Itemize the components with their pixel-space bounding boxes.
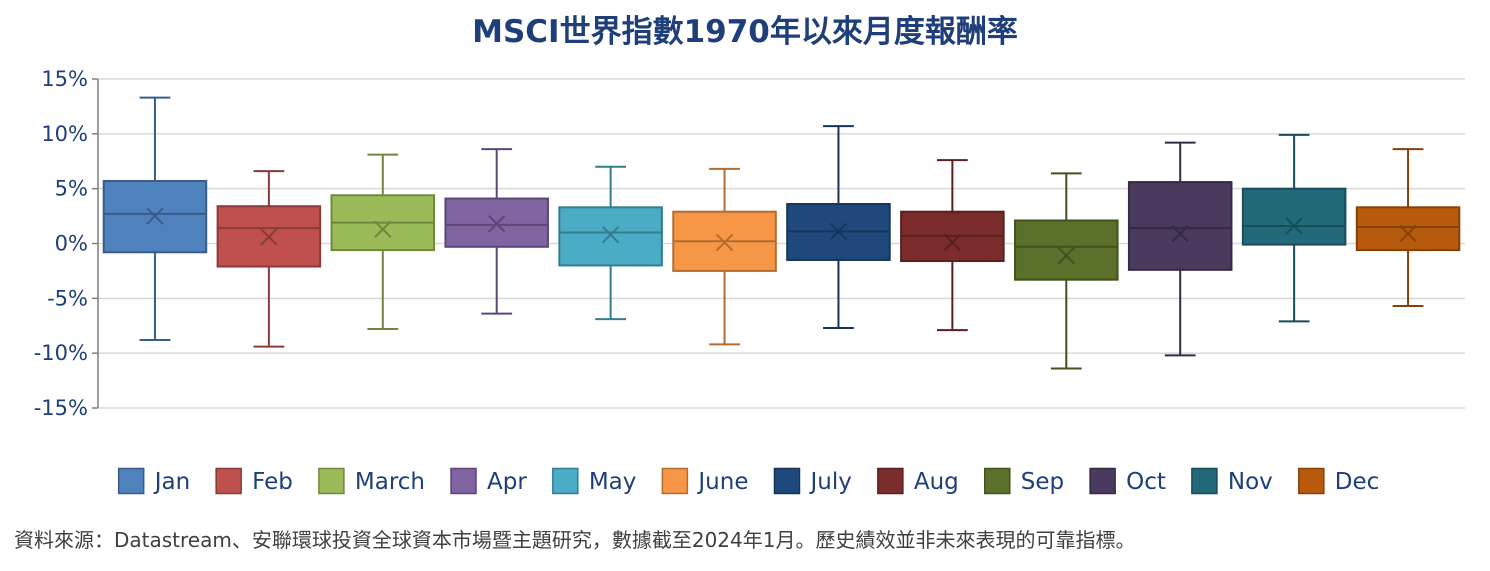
y-tick-label: -10% bbox=[34, 341, 88, 365]
mean-marker bbox=[488, 215, 506, 233]
legend-label: Sep bbox=[1021, 469, 1064, 495]
box-may bbox=[558, 165, 663, 321]
box-jan bbox=[102, 96, 208, 342]
box-aug bbox=[900, 159, 1005, 332]
legend-label: July bbox=[808, 469, 851, 495]
legend-swatch bbox=[1191, 467, 1218, 495]
legend-label: May bbox=[589, 469, 637, 495]
legend-label: March bbox=[355, 469, 425, 495]
y-tick-label: 5% bbox=[55, 177, 88, 201]
y-tick-label: -15% bbox=[34, 396, 88, 420]
y-tick-label: -5% bbox=[47, 286, 88, 310]
box-iqr bbox=[1127, 181, 1233, 271]
legend-label: Nov bbox=[1228, 469, 1273, 495]
legend-item-nov: Nov bbox=[1191, 467, 1273, 495]
box-dec bbox=[1355, 148, 1461, 308]
legend-swatch bbox=[661, 467, 689, 495]
legend-item-march: March bbox=[318, 467, 425, 495]
legend-label: Oct bbox=[1126, 469, 1166, 495]
box-apr bbox=[444, 148, 549, 315]
legend-label: Dec bbox=[1335, 469, 1380, 495]
box-feb bbox=[216, 170, 322, 348]
legend-item-sep: Sep bbox=[984, 467, 1064, 495]
legend-label: Apr bbox=[487, 469, 527, 495]
legend-item-oct: Oct bbox=[1089, 467, 1166, 495]
mean-marker bbox=[829, 222, 848, 241]
legend-item-jan: Jan bbox=[117, 467, 190, 495]
box-iqr bbox=[1355, 206, 1461, 252]
legend-label: Jan bbox=[153, 469, 190, 495]
source-note: 資料來源：Datastream、安聯環球投資全球資本市場暨主題研究，數據截至20… bbox=[14, 528, 1136, 552]
box-july bbox=[786, 125, 891, 329]
legend: Jan Feb March Apr May June July Aug Sep Oct Nov Dec bbox=[117, 467, 1380, 495]
box-iqr bbox=[558, 206, 663, 267]
legend-item-june: June bbox=[661, 467, 748, 495]
legend-swatch bbox=[773, 467, 801, 495]
y-axis: 15% 10% 5% 0% -5% -10% -15% bbox=[34, 67, 99, 420]
box-nov bbox=[1241, 133, 1347, 323]
legend-swatch bbox=[117, 467, 145, 495]
mean-marker bbox=[1057, 246, 1075, 265]
legend-label: Feb bbox=[252, 469, 293, 495]
mean-marker bbox=[601, 226, 620, 244]
box-june bbox=[672, 167, 777, 346]
box-series bbox=[102, 96, 1461, 370]
chart-title: MSCI世界指數1970年以來月度報酬率 bbox=[472, 14, 1018, 50]
mean-marker bbox=[1285, 217, 1303, 235]
box-sep bbox=[1014, 172, 1119, 370]
box-iqr bbox=[1241, 187, 1347, 246]
legend-item-apr: Apr bbox=[450, 467, 527, 495]
legend-swatch bbox=[318, 467, 345, 495]
legend-swatch bbox=[1089, 467, 1116, 495]
legend-label: June bbox=[696, 469, 748, 495]
legend-item-aug: Aug bbox=[877, 467, 959, 495]
box-plot-chart: 15%10%5%0%-5%-10%-15% Jan Feb March Apr May J… bbox=[34, 67, 1465, 495]
legend-swatch bbox=[984, 467, 1011, 495]
mean-marker bbox=[374, 220, 392, 238]
legend-label: Aug bbox=[914, 469, 959, 495]
legend-item-dec: Dec bbox=[1298, 467, 1380, 495]
legend-swatch bbox=[1298, 467, 1325, 495]
mean-marker bbox=[260, 228, 278, 246]
legend-item-july: July bbox=[773, 467, 852, 495]
box-march bbox=[330, 153, 436, 331]
y-tick-label: 0% bbox=[55, 232, 88, 256]
mean-marker bbox=[943, 233, 962, 252]
legend-swatch bbox=[877, 467, 904, 495]
gridlines bbox=[98, 78, 1465, 409]
mean-marker bbox=[1171, 224, 1189, 243]
box-oct bbox=[1127, 141, 1233, 357]
mean-marker bbox=[146, 207, 164, 225]
legend-swatch bbox=[215, 467, 242, 495]
legend-swatch bbox=[552, 467, 579, 495]
legend-item-may: May bbox=[552, 467, 637, 495]
y-tick-label: 15% bbox=[41, 67, 88, 91]
legend-item-feb: Feb bbox=[215, 467, 293, 495]
y-tick-label: 10% bbox=[41, 122, 88, 146]
mean-marker bbox=[1399, 224, 1417, 243]
mean-marker bbox=[715, 233, 734, 252]
legend-swatch bbox=[450, 467, 477, 495]
box-iqr bbox=[1014, 219, 1119, 281]
